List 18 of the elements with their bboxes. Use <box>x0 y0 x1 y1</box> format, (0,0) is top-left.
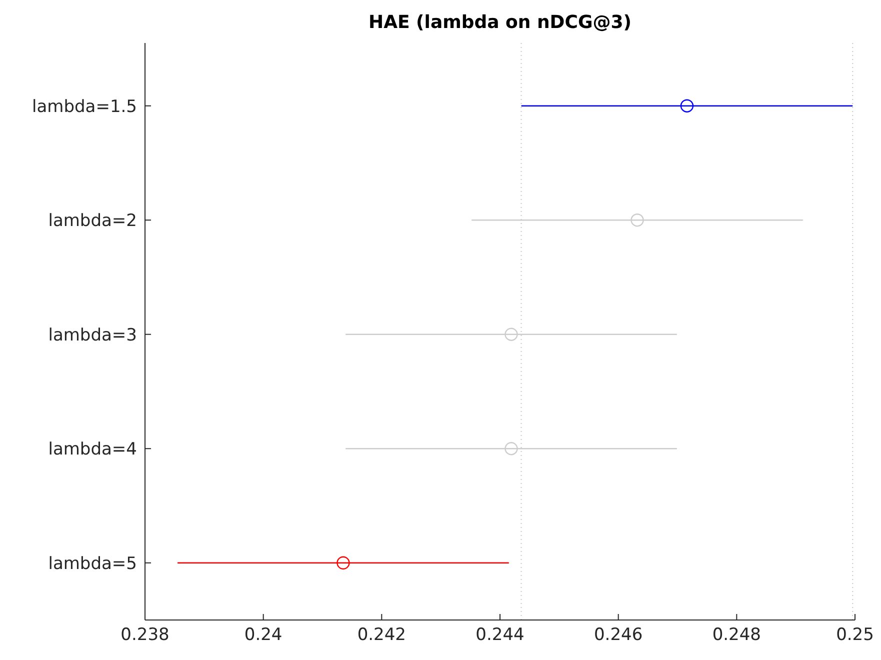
point <box>504 442 518 456</box>
x-tick-label: 0.242 <box>357 625 406 646</box>
y-tick-label: lambda=4 <box>48 440 137 460</box>
x-tick-label: 0.248 <box>712 625 762 646</box>
x-tick-label: 0.24 <box>244 625 282 646</box>
point <box>504 328 518 341</box>
x-tick-label: 0.244 <box>476 625 524 646</box>
y-tick-label: lambda=2 <box>48 211 137 232</box>
point <box>336 556 350 570</box>
y-tick-label: lambda=5 <box>48 554 137 574</box>
y-tick-label: lambda=1.5 <box>32 96 137 117</box>
chart-title: HAE (lambda on nDCG@3) <box>368 12 632 33</box>
x-tick-label: 0.25 <box>836 625 874 646</box>
y-tick-label: lambda=3 <box>48 325 137 346</box>
x-tick-label: 0.238 <box>120 625 170 646</box>
x-tick-label: 0.246 <box>594 625 643 646</box>
point <box>630 214 644 227</box>
point <box>680 99 694 112</box>
